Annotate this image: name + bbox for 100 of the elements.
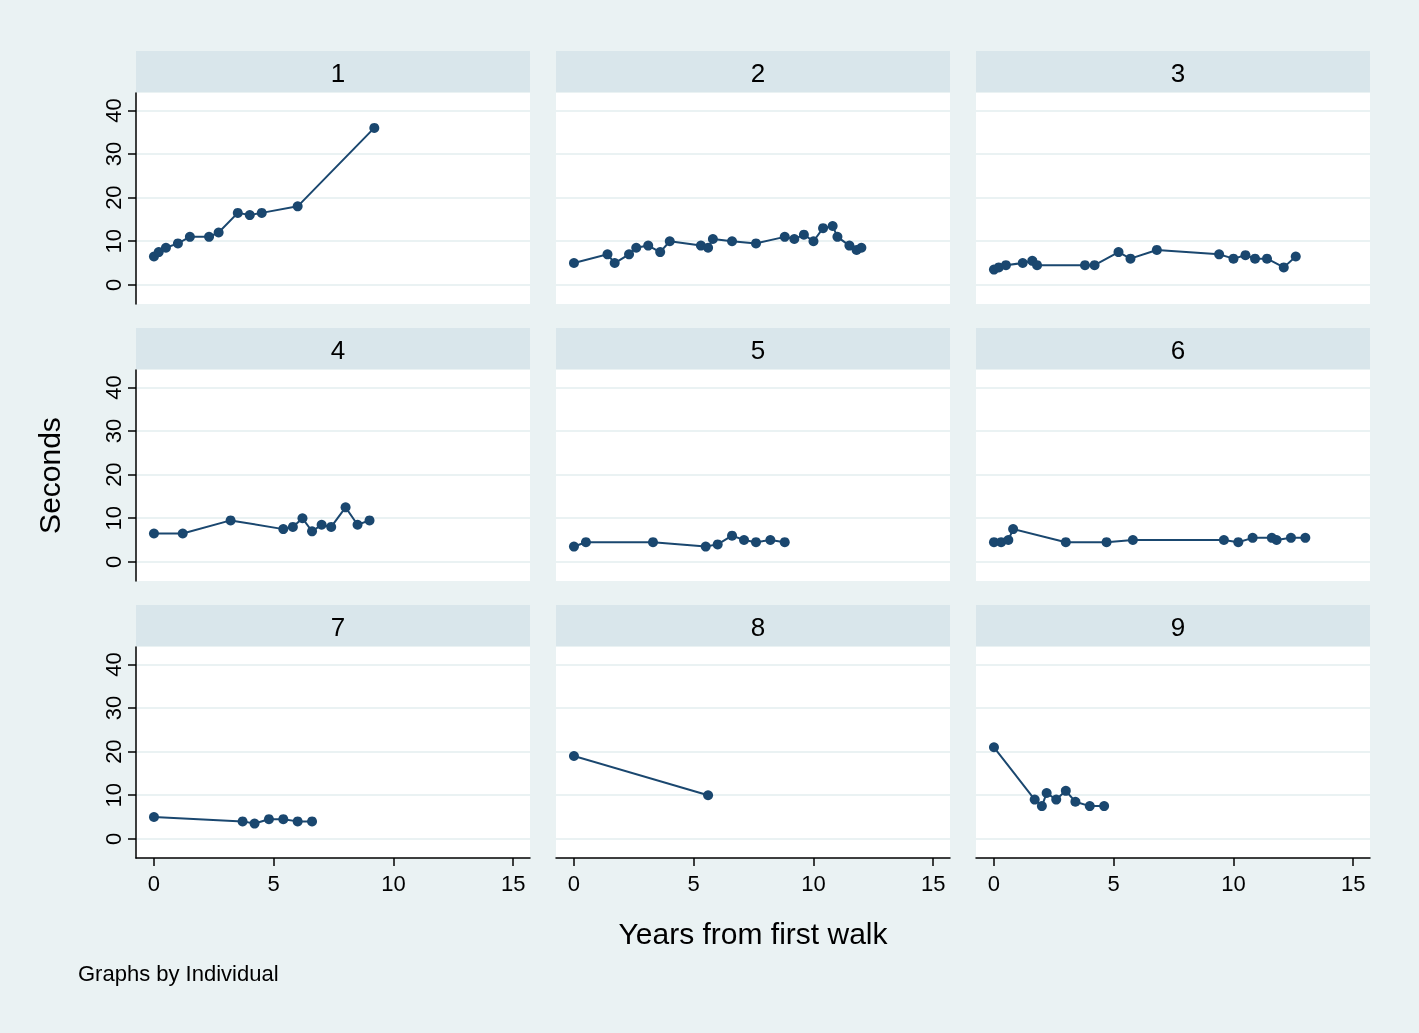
x-tick-label: 5 <box>1107 870 1120 896</box>
y-tick-label: 40 <box>100 652 126 677</box>
point <box>316 519 327 530</box>
point <box>609 258 620 269</box>
point <box>1041 788 1052 799</box>
y-tick-label: 40 <box>100 98 126 123</box>
point <box>808 236 819 247</box>
y-tick-label: 10 <box>100 782 126 808</box>
point <box>707 234 718 245</box>
point <box>602 249 613 260</box>
x-tick-label: 5 <box>687 870 700 896</box>
point <box>727 530 738 541</box>
y-tick-label: 0 <box>100 832 126 845</box>
point <box>369 122 380 133</box>
point <box>700 541 711 552</box>
point <box>779 231 790 242</box>
point <box>988 742 999 753</box>
y-tick-label: 0 <box>100 555 126 568</box>
chart-title: 2 <box>750 58 766 88</box>
point <box>856 242 867 253</box>
chart-title: 4 <box>330 335 346 365</box>
point <box>1285 532 1296 543</box>
point <box>580 537 591 548</box>
point <box>177 528 188 539</box>
x-tick-label: 0 <box>147 870 161 896</box>
point <box>1125 253 1136 264</box>
point <box>1290 251 1301 262</box>
point <box>1060 785 1071 796</box>
point <box>1214 249 1225 260</box>
point <box>1084 801 1095 812</box>
y-axis-title: Seconds <box>32 417 66 534</box>
point <box>844 240 855 251</box>
y-tick-label: 10 <box>100 228 126 254</box>
y-tick-label: 30 <box>100 695 126 721</box>
chart-title: 7 <box>330 612 346 642</box>
point <box>1151 244 1162 255</box>
point <box>148 528 159 539</box>
point <box>1029 794 1040 805</box>
point <box>244 210 255 221</box>
point <box>789 234 800 245</box>
point <box>624 249 635 260</box>
x-tick-label: 5 <box>267 870 280 896</box>
point <box>1036 801 1047 812</box>
x-tick-label: 0 <box>567 870 581 896</box>
point <box>832 231 843 242</box>
point <box>292 201 303 212</box>
point <box>1070 796 1081 807</box>
point <box>631 242 642 253</box>
point <box>643 240 654 251</box>
point <box>1017 258 1028 269</box>
point <box>256 207 267 218</box>
chart-title: 8 <box>750 612 766 642</box>
point <box>1127 535 1138 546</box>
x-tick-label: 15 <box>920 870 946 896</box>
point <box>1003 535 1014 546</box>
x-tick-label: 10 <box>381 870 406 896</box>
y-tick-label: 10 <box>100 505 126 531</box>
point <box>798 229 809 240</box>
x-tick-label: 10 <box>1221 870 1246 896</box>
point <box>1233 537 1244 548</box>
point <box>1113 247 1124 258</box>
point <box>1240 250 1251 261</box>
point <box>779 537 790 548</box>
point <box>307 526 318 537</box>
x-tick-label: 10 <box>801 870 826 896</box>
point <box>1247 532 1258 543</box>
point <box>1228 253 1239 264</box>
point <box>352 519 363 530</box>
point <box>1300 532 1311 543</box>
point <box>326 521 337 532</box>
point <box>340 502 351 513</box>
chart-title: 9 <box>1170 612 1186 642</box>
chart-title: 1 <box>330 58 346 88</box>
point <box>1000 260 1011 271</box>
chart-title: 6 <box>1170 335 1186 365</box>
y-tick-label: 30 <box>100 141 126 167</box>
chart-title: 5 <box>750 335 766 365</box>
point <box>648 537 658 548</box>
y-tick-label: 0 <box>100 278 126 291</box>
point <box>739 535 750 546</box>
point <box>1079 260 1090 271</box>
point <box>818 223 829 234</box>
point <box>1089 260 1100 271</box>
point <box>765 535 776 546</box>
point <box>160 242 171 253</box>
point <box>364 515 375 526</box>
point <box>153 247 164 258</box>
y-tick-label: 30 <box>100 418 126 444</box>
point <box>827 220 838 231</box>
point <box>1218 535 1229 546</box>
y-tick-label: 20 <box>100 185 126 210</box>
point <box>204 231 215 242</box>
y-tick-label: 20 <box>100 462 126 487</box>
point <box>712 539 723 550</box>
point <box>1101 537 1112 548</box>
y-tick-label: 40 <box>100 375 126 400</box>
point <box>1008 524 1019 535</box>
point <box>751 537 761 548</box>
point <box>655 247 666 258</box>
point <box>664 236 675 247</box>
